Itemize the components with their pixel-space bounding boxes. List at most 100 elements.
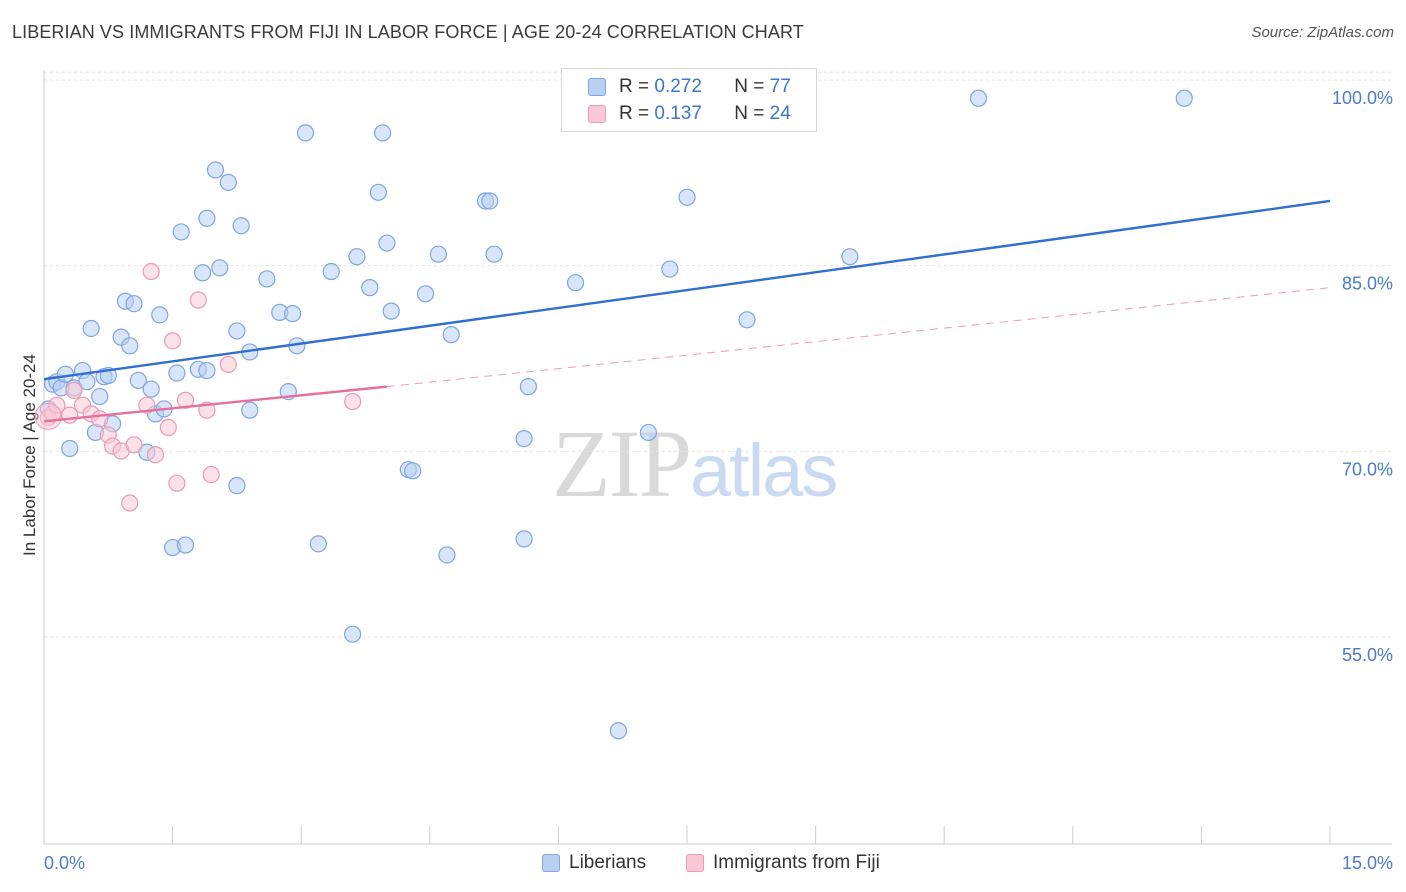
liberian-point bbox=[228, 322, 246, 340]
legend-label-fiji: Immigrants from Fiji bbox=[713, 852, 880, 873]
liberian-point bbox=[639, 423, 658, 442]
legend-r-label: R = bbox=[619, 103, 650, 124]
liberian-point bbox=[404, 462, 422, 480]
fiji-point bbox=[159, 418, 177, 437]
liberian-point bbox=[258, 270, 276, 288]
liberian-point bbox=[519, 378, 537, 396]
legend-n-value: 77 bbox=[769, 76, 791, 97]
fiji-trendline-extension bbox=[386, 287, 1331, 388]
legend-swatch-blue bbox=[542, 854, 560, 872]
fiji-point bbox=[121, 494, 139, 512]
liberian-point bbox=[125, 295, 143, 313]
legend-n-label: N = bbox=[734, 76, 765, 97]
fiji-point bbox=[34, 402, 62, 430]
liberian-point bbox=[382, 302, 400, 320]
liberian-point bbox=[969, 89, 988, 107]
watermark: ZIPatlas bbox=[552, 408, 838, 519]
liberian-point bbox=[841, 248, 859, 266]
y-tick-label: 55.0% bbox=[1342, 645, 1393, 665]
y-tick-label: 85.0% bbox=[1342, 274, 1393, 294]
y-tick-label: 100.0% bbox=[1332, 88, 1393, 108]
liberian-point bbox=[219, 173, 237, 192]
liberian-point bbox=[485, 245, 503, 263]
fiji-point bbox=[168, 474, 186, 492]
correlation-legend: R = 0.272 N = 77 R = 0.137 N = 24 bbox=[561, 68, 817, 132]
liberian-point bbox=[1175, 89, 1193, 107]
liberian-trendline bbox=[43, 199, 1331, 381]
legend-row-liberians: R = 0.272 N = 77 bbox=[588, 74, 791, 100]
legend-swatch-pink bbox=[686, 854, 704, 872]
liberian-point bbox=[344, 625, 362, 643]
liberian-point bbox=[515, 530, 533, 548]
liberian-point bbox=[194, 264, 212, 282]
liberian-point bbox=[438, 546, 456, 564]
x-tick-label: 15.0% bbox=[1342, 853, 1393, 873]
liberian-point bbox=[661, 260, 679, 278]
liberian-point bbox=[296, 124, 315, 142]
legend-item-liberians[interactable]: Liberians bbox=[542, 852, 646, 874]
liberian-point bbox=[168, 364, 186, 382]
legend-swatch-pink bbox=[588, 105, 606, 123]
fiji-point bbox=[138, 396, 156, 414]
liberian-point bbox=[609, 722, 628, 740]
fiji-point bbox=[189, 291, 207, 309]
legend-n-label: N = bbox=[734, 103, 765, 124]
legend-row-fiji: R = 0.137 N = 24 bbox=[588, 101, 791, 127]
legend-item-fiji[interactable]: Immigrants from Fiji bbox=[686, 852, 880, 874]
liberian-point bbox=[378, 234, 396, 252]
legend-r-label: R = bbox=[619, 76, 650, 97]
x-tick-label: 0.0% bbox=[44, 853, 85, 873]
fiji-point bbox=[176, 391, 195, 409]
liberian-point bbox=[241, 401, 259, 419]
liberian-point bbox=[228, 477, 246, 495]
liberian-point bbox=[142, 380, 160, 398]
legend-r-value: 0.137 bbox=[654, 103, 702, 124]
liberian-point bbox=[121, 337, 139, 355]
liberian-point bbox=[211, 259, 229, 277]
liberian-point bbox=[481, 192, 499, 210]
liberian-point bbox=[198, 361, 216, 380]
y-tick-label: 70.0% bbox=[1342, 459, 1393, 479]
liberian-point bbox=[232, 217, 250, 235]
legend-swatch-blue bbox=[588, 78, 606, 96]
liberian-point bbox=[429, 245, 447, 263]
liberian-point bbox=[172, 223, 190, 241]
liberian-point bbox=[322, 262, 340, 281]
liberian-point bbox=[176, 536, 195, 554]
liberian-point bbox=[198, 209, 216, 227]
liberian-point bbox=[369, 183, 387, 201]
fiji-point bbox=[142, 262, 160, 281]
liberian-point bbox=[678, 188, 696, 206]
fiji-point bbox=[202, 465, 220, 484]
liberian-point bbox=[515, 430, 533, 448]
liberian-point bbox=[206, 161, 225, 179]
fiji-point bbox=[164, 332, 182, 350]
liberian-point bbox=[566, 274, 585, 292]
liberian-point bbox=[374, 124, 392, 142]
fiji-point bbox=[344, 392, 362, 411]
chart-title: LIBERIAN VS IMMIGRANTS FROM FIJI IN LABO… bbox=[12, 22, 804, 42]
liberian-point bbox=[61, 439, 79, 458]
liberian-point bbox=[348, 248, 366, 266]
legend-label-liberians: Liberians bbox=[569, 852, 647, 873]
liberian-point bbox=[442, 326, 460, 344]
fiji-point bbox=[219, 355, 237, 373]
liberian-point bbox=[361, 279, 379, 297]
legend-r-value: 0.272 bbox=[654, 76, 702, 97]
fiji-point bbox=[91, 410, 109, 428]
liberian-point bbox=[416, 285, 435, 303]
source-label: Source: ZipAtlas.com bbox=[1251, 24, 1394, 41]
liberian-point bbox=[738, 311, 756, 329]
liberian-point bbox=[151, 306, 169, 324]
legend-n-value: 24 bbox=[769, 103, 791, 124]
series-legend: Liberians Immigrants from Fiji bbox=[0, 852, 1406, 878]
fiji-point bbox=[125, 436, 143, 454]
liberian-point bbox=[284, 305, 302, 323]
liberian-point bbox=[129, 371, 147, 390]
liberian-point bbox=[82, 319, 100, 338]
fiji-point bbox=[65, 381, 83, 399]
watermark-atlas: atlas bbox=[690, 429, 838, 512]
watermark-zip: ZIP bbox=[552, 410, 692, 517]
fiji-trendline bbox=[43, 385, 388, 423]
